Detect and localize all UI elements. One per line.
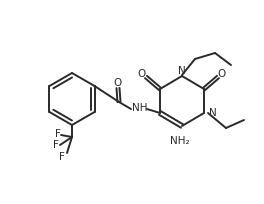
Text: O: O: [114, 78, 122, 88]
Text: NH₂: NH₂: [170, 136, 190, 146]
Text: N: N: [178, 66, 186, 76]
Text: O: O: [218, 69, 226, 79]
Text: NH: NH: [132, 103, 148, 113]
Text: N: N: [209, 108, 217, 118]
Text: O: O: [138, 69, 146, 79]
Text: F: F: [53, 140, 59, 150]
Text: F: F: [59, 152, 65, 162]
Text: F: F: [55, 129, 61, 139]
